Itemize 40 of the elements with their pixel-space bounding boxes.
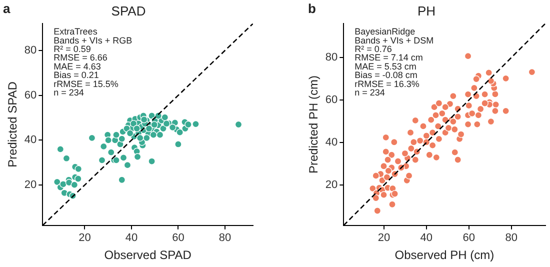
y-tick-label: 40 bbox=[325, 136, 338, 149]
annotation: n = 234 bbox=[354, 87, 385, 98]
x-tick-label: 20 bbox=[378, 232, 390, 244]
chart-title: SPAD bbox=[111, 3, 146, 18]
y-tick-label: 60 bbox=[325, 94, 338, 106]
text: a bbox=[3, 1, 11, 16]
y-tick-label: 20 bbox=[24, 179, 37, 192]
x-axis-title: Observed SPAD bbox=[104, 248, 192, 262]
annotation: Bands + VIs + RGB bbox=[54, 35, 132, 46]
y-tick-label: 80 bbox=[24, 44, 37, 57]
annotation: MAE = 5.53 cm bbox=[354, 61, 416, 72]
x-tick-label: 80 bbox=[218, 232, 232, 244]
x-axis-title: Observed PH (cm) bbox=[394, 248, 494, 262]
annotation: BayesianRidge bbox=[354, 26, 416, 37]
y-tick-label: 60 bbox=[24, 89, 37, 102]
y-tick-label: 20 bbox=[325, 179, 338, 192]
annotation: R² = 0.76 bbox=[354, 44, 392, 54]
y-tick-label: 40 bbox=[24, 134, 37, 146]
annotation: Bias = -0.08 cm bbox=[354, 70, 418, 80]
chart-title: PH bbox=[417, 3, 436, 18]
annotation: MAE = 4.63 bbox=[54, 61, 101, 72]
y-axis-title: Predicted SPAD bbox=[6, 81, 20, 168]
text: b bbox=[308, 1, 316, 16]
y-tick-label: 80 bbox=[325, 52, 338, 64]
annotation: n = 234 bbox=[54, 87, 84, 98]
annotation: RMSE = 7.14 cm bbox=[354, 52, 423, 63]
x-tick-label: 40 bbox=[125, 232, 138, 244]
annotation: Bands + VIs + DSM bbox=[354, 35, 434, 46]
x-tick-label: 80 bbox=[505, 232, 518, 244]
annotation: rRMSE = 15.5% bbox=[54, 78, 118, 89]
annotation: R² = 0.59 bbox=[54, 44, 91, 54]
y-axis-title: Predicted PH (cm) bbox=[306, 75, 321, 174]
annotation: RMSE = 6.66 bbox=[54, 52, 108, 63]
annotation: Bias = 0.21 bbox=[54, 70, 99, 80]
x-tick-label: 60 bbox=[172, 232, 184, 244]
x-tick-label: 20 bbox=[78, 232, 91, 244]
x-tick-label: 40 bbox=[420, 232, 433, 244]
annotation: rRMSE = 16.3% bbox=[354, 78, 420, 89]
x-tick-label: 60 bbox=[462, 232, 476, 244]
annotation: ExtraTrees bbox=[54, 26, 98, 37]
